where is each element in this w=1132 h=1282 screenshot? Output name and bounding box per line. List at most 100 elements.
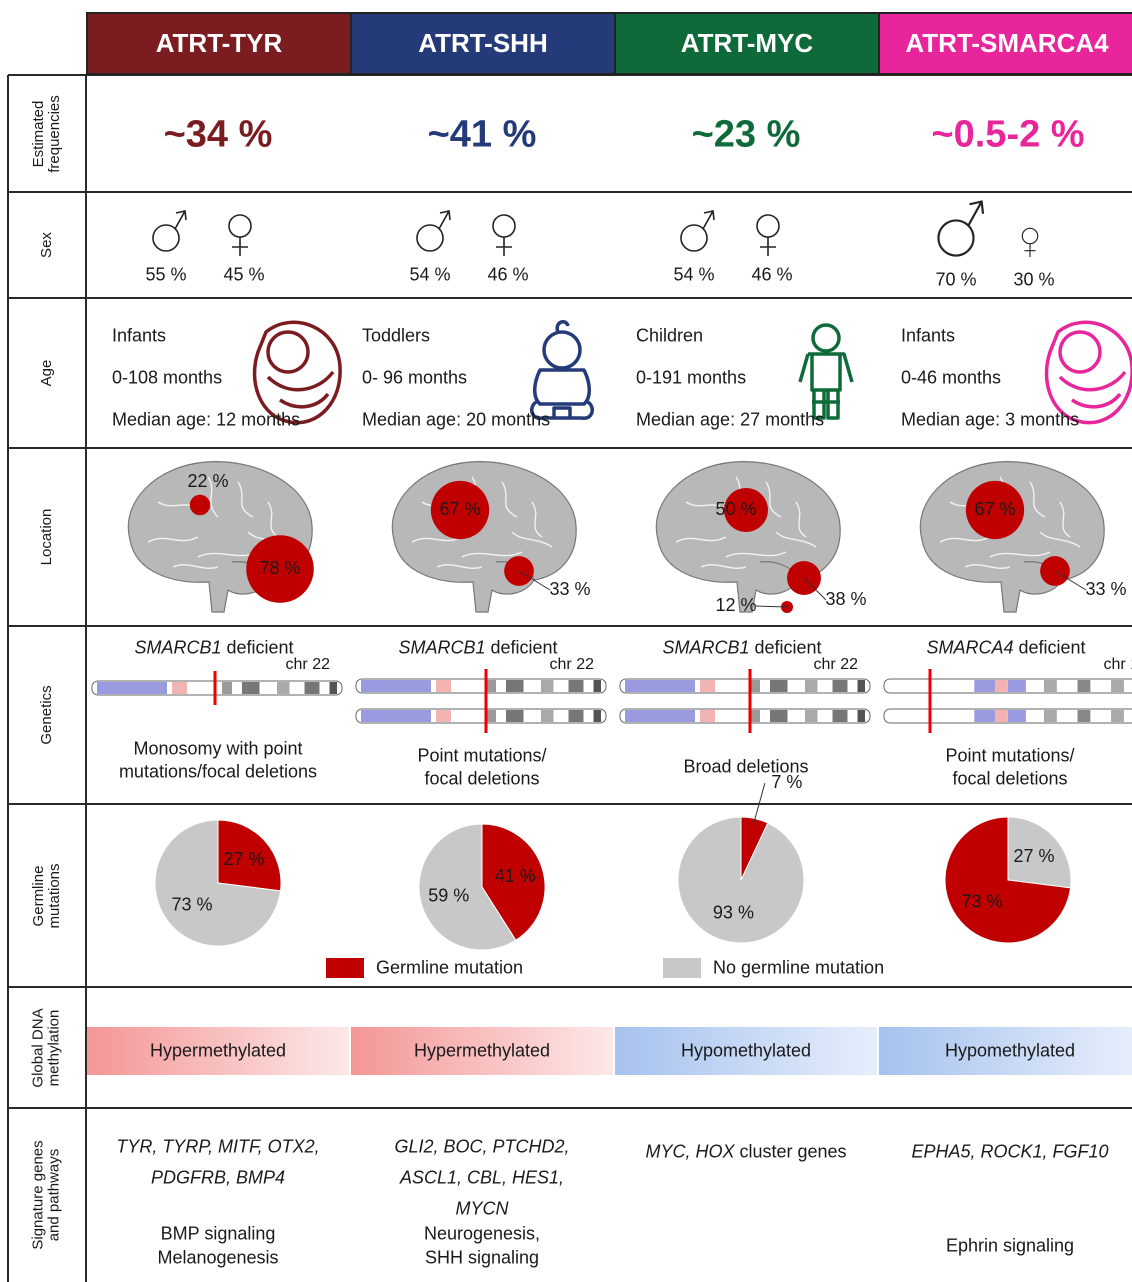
male-arrow	[703, 211, 714, 229]
row-label-line: Sex	[39, 206, 55, 284]
deficiency: deficient	[491, 638, 558, 658]
chromosome-band	[625, 680, 695, 692]
child-head	[813, 325, 839, 351]
row-label-text: Age	[39, 334, 55, 412]
chromosome-band	[305, 682, 320, 694]
row-divider	[8, 625, 1132, 627]
location-label: 50 %	[715, 499, 756, 519]
male-percent: 55 %	[145, 265, 186, 286]
deficiency: deficient	[755, 638, 822, 658]
pathway: Ephrin signaling	[946, 1236, 1074, 1257]
row-label: Age	[8, 298, 86, 448]
brain-outline	[920, 462, 1104, 612]
pie-label: 41 %	[495, 866, 536, 886]
female-cross	[760, 237, 776, 256]
column-header: ATRT-MYC	[614, 12, 880, 75]
row-divider	[8, 986, 1132, 988]
row-label-line: Age	[39, 334, 55, 412]
row-divider	[8, 447, 1132, 449]
legend-label: No germline mutation	[713, 958, 884, 979]
chromosome-band	[506, 680, 524, 692]
child-body	[800, 354, 852, 418]
female-circle	[229, 215, 251, 237]
chromosome-band	[97, 682, 167, 694]
chromosome-band	[1044, 710, 1057, 722]
female-cross	[232, 237, 248, 256]
row-label: Germlinemutations	[8, 804, 86, 987]
swaddle-fold	[1060, 372, 1125, 407]
chromosome-band	[594, 710, 602, 722]
chromosome-label: chr 22	[794, 656, 858, 674]
signature-genes: TYR, TYRP, MITF, OTX2,	[116, 1137, 319, 1158]
baby-head	[268, 332, 308, 372]
chromosome-band	[700, 680, 715, 692]
male-arrow	[968, 202, 983, 226]
row-label: Estimatedfrequencies	[8, 75, 86, 192]
gene-list: MYCN	[456, 1199, 509, 1219]
female-percent: 30 %	[1013, 270, 1054, 291]
deficiency: deficient	[1019, 638, 1086, 658]
chromosome-band	[1078, 680, 1091, 692]
toddler-head	[544, 332, 580, 368]
row-label: Global DNAmethylation	[8, 987, 86, 1108]
row-divider	[8, 297, 1132, 299]
chromosome-band	[330, 682, 338, 694]
signature-genes: ASCL1, CBL, HES1,	[400, 1168, 564, 1189]
row-label-line: Genetics	[39, 676, 55, 754]
pie-label: 27 %	[1013, 846, 1054, 866]
column-header: ATRT-SMARCA4	[878, 12, 1132, 75]
male-symbol	[938, 202, 983, 256]
chromosome-band	[361, 710, 431, 722]
male-symbol	[153, 211, 186, 251]
pie-label: 27 %	[223, 849, 264, 869]
age-group: Infants	[901, 326, 955, 347]
location-label: 33 %	[549, 579, 590, 599]
row-label-text: Genetics	[39, 676, 55, 754]
alteration: focal deletions	[424, 768, 539, 789]
chromosome-band	[805, 680, 818, 692]
chromosome-band	[700, 710, 715, 722]
pathway: SHH signaling	[425, 1248, 539, 1269]
gene: SMARCB1	[662, 638, 749, 658]
alteration: Monosomy with point	[133, 738, 302, 759]
location-label: 78 %	[259, 558, 300, 578]
pathway: BMP signaling	[161, 1224, 276, 1245]
column-header: ATRT-TYR	[86, 12, 352, 75]
chromosome-band	[974, 680, 995, 692]
chromosome-band	[436, 680, 451, 692]
gene-list: PDGFRB, BMP4	[151, 1168, 285, 1188]
methylation: Hypermethylated	[150, 1041, 286, 1062]
age-range: 0-191 months	[636, 368, 746, 389]
chromosome-band	[625, 710, 695, 722]
signature-genes: EPHA5, ROCK1, FGF10	[911, 1142, 1108, 1163]
row-label: Genetics	[8, 626, 86, 804]
pie-label: 59 %	[428, 885, 469, 905]
gene-list: MYC, HOX	[645, 1142, 734, 1162]
gene-list: EPHA5, ROCK1, FGF10	[911, 1142, 1108, 1162]
legend-label: Germline mutation	[376, 958, 523, 979]
male-percent: 54 %	[409, 265, 450, 286]
location-label: 22 %	[187, 471, 228, 491]
pathway: Neurogenesis,	[424, 1224, 540, 1245]
legend-swatch	[326, 958, 364, 978]
location-label: 67 %	[974, 499, 1015, 519]
location-label: 12 %	[715, 595, 756, 615]
row-divider	[8, 1107, 1132, 1109]
swaddle-fold	[268, 372, 333, 407]
age-icon	[800, 325, 852, 418]
female-circle	[1022, 228, 1037, 243]
pathway: Melanogenesis	[157, 1248, 278, 1269]
chromosome-band	[833, 680, 848, 692]
frequency: ~23 %	[692, 114, 801, 157]
alteration: mutations/focal deletions	[119, 761, 317, 782]
chromosome-band	[770, 710, 788, 722]
gene: SMARCA4	[926, 638, 1013, 658]
chromosome-band	[242, 682, 260, 694]
age-range: 0- 96 months	[362, 368, 467, 389]
chromosome-band	[569, 710, 584, 722]
male-percent: 54 %	[673, 265, 714, 286]
female-symbol	[1022, 228, 1037, 257]
gene-list: GLI2, BOC, PTCHD2,	[394, 1137, 569, 1157]
